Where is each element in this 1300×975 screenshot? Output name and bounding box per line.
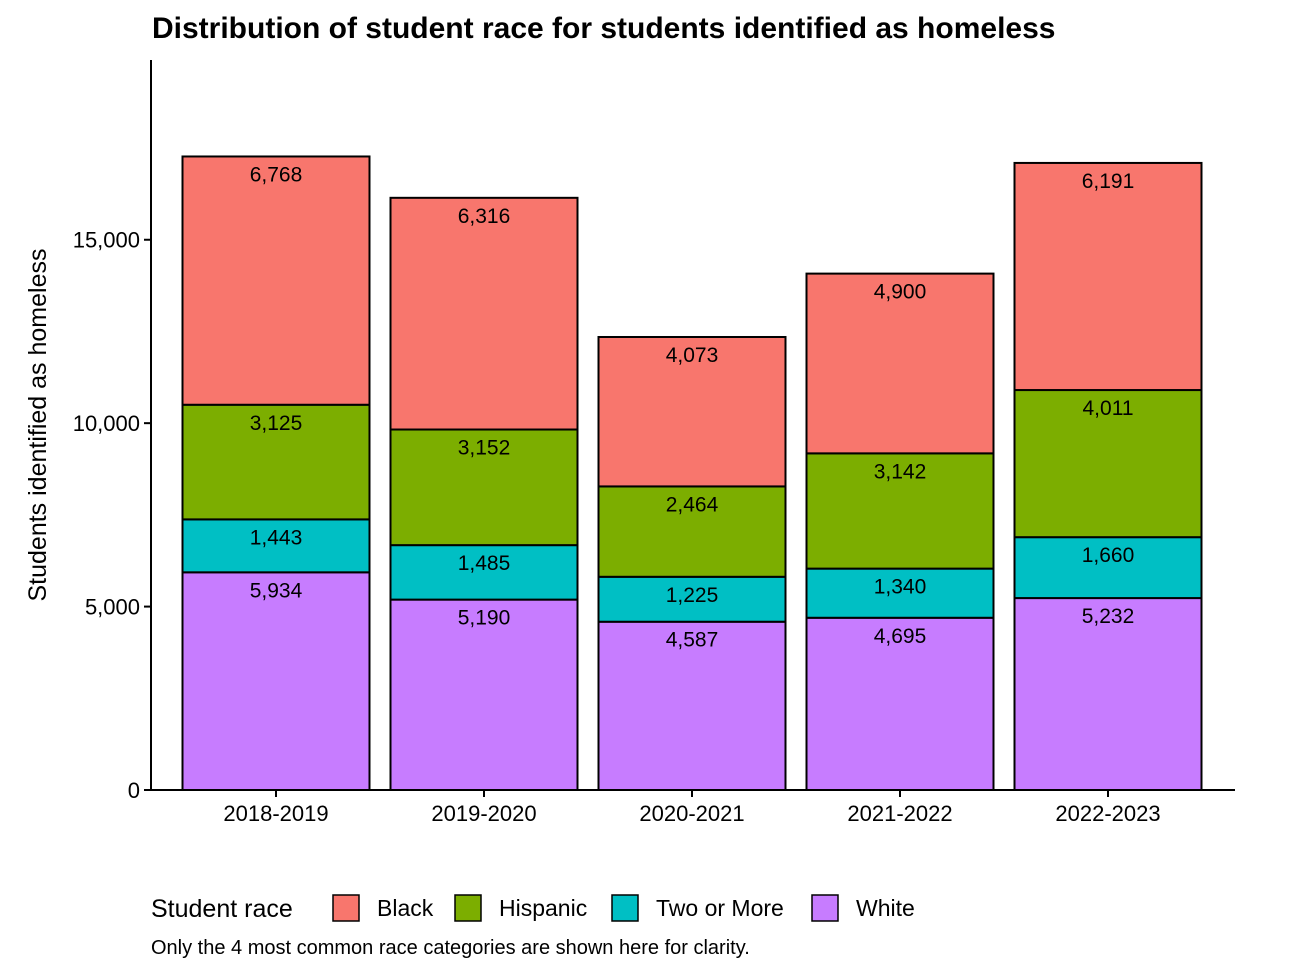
data-label: 3,142: [874, 460, 927, 483]
bar-segment-black-2019-2020: [389, 196, 579, 431]
data-label: 5,190: [458, 607, 511, 630]
bar-segment-two-or-more-2019-2020: [389, 544, 579, 601]
chart-title: Distribution of student race for student…: [152, 12, 1055, 45]
data-label: 6,768: [250, 163, 303, 186]
chart-caption: Only the 4 most common race categories a…: [151, 937, 750, 959]
data-label: 6,316: [458, 205, 511, 228]
legend-title: Student race: [151, 895, 293, 923]
x-tick-label: 2019-2020: [431, 801, 536, 826]
y-tick-label: 5,000: [85, 595, 140, 620]
bar-segment-hispanic-2018-2019: [181, 403, 371, 521]
data-label: 5,232: [1082, 605, 1135, 628]
legend-swatch-white: [811, 894, 839, 922]
bar-segment-two-or-more-2018-2019: [181, 518, 371, 574]
data-label: 1,443: [250, 526, 303, 549]
data-label: 4,073: [666, 344, 719, 367]
bar-segment-white-2021-2022: [805, 616, 995, 791]
data-label: 1,485: [458, 552, 511, 575]
legend-label: Black: [377, 895, 434, 921]
bar-segment-two-or-more-2020-2021: [597, 575, 787, 623]
data-label: 2,464: [666, 493, 719, 516]
bar-segment-black-2018-2019: [181, 155, 371, 406]
x-tick-label: 2020-2021: [639, 801, 744, 826]
data-label: 1,660: [1082, 544, 1135, 567]
data-label: 1,225: [666, 584, 719, 607]
data-labels-group: 5,934 1,443 3,125 6,768 5,190 1,485 3,152 6,316…: [250, 163, 1135, 651]
y-tick-label: 0: [128, 778, 140, 803]
bar-segment-hispanic-2021-2022: [805, 452, 995, 570]
x-axis: 2018-2019 2019-2020 2020-2021 2021-2022 2022…: [151, 789, 1235, 826]
bar-segment-two-or-more-2022-2023: [1013, 536, 1203, 600]
x-tick-label: 2018-2019: [223, 801, 328, 826]
data-label: 5,934: [250, 579, 303, 602]
data-label: 4,900: [874, 281, 927, 304]
bar-segment-white-2020-2021: [597, 620, 787, 791]
data-label: 6,191: [1082, 170, 1135, 193]
bar-segment-black-2022-2023: [1013, 161, 1203, 392]
legend-swatch-black: [332, 894, 360, 922]
data-label: 1,340: [874, 576, 927, 599]
y-axis-label: Students identified as homeless: [24, 249, 52, 602]
bar-segment-hispanic-2022-2023: [1013, 389, 1203, 539]
bars-group: [181, 155, 1203, 792]
data-label: 3,125: [250, 412, 303, 435]
legend-swatch-hispanic: [454, 894, 482, 922]
bar-segment-hispanic-2020-2021: [597, 485, 787, 578]
bar-segment-black-2020-2021: [597, 335, 787, 488]
bar-segment-two-or-more-2021-2022: [805, 567, 995, 619]
y-tick-label: 15,000: [73, 228, 140, 253]
x-tick-label: 2021-2022: [847, 801, 952, 826]
bar-segment-white-2018-2019: [181, 571, 371, 792]
legend-label: Two or More: [656, 895, 784, 921]
data-label: 4,587: [666, 629, 719, 652]
y-tick-label: 10,000: [73, 411, 140, 436]
legend-label: Hispanic: [499, 895, 587, 921]
bar-segment-black-2021-2022: [805, 272, 995, 455]
legend-label: White: [856, 895, 915, 921]
x-tick-label: 2022-2023: [1055, 801, 1160, 826]
bar-segment-hispanic-2019-2020: [389, 428, 579, 547]
legend: Student race Black Hispanic Two or More Whi…: [151, 894, 915, 923]
data-label: 3,152: [458, 437, 511, 460]
data-label: 4,695: [874, 625, 927, 648]
legend-swatch-two-or-more: [611, 894, 639, 922]
y-axis: 0 5,000 10,000 15,000: [73, 60, 152, 803]
data-label: 4,011: [1083, 397, 1134, 420]
